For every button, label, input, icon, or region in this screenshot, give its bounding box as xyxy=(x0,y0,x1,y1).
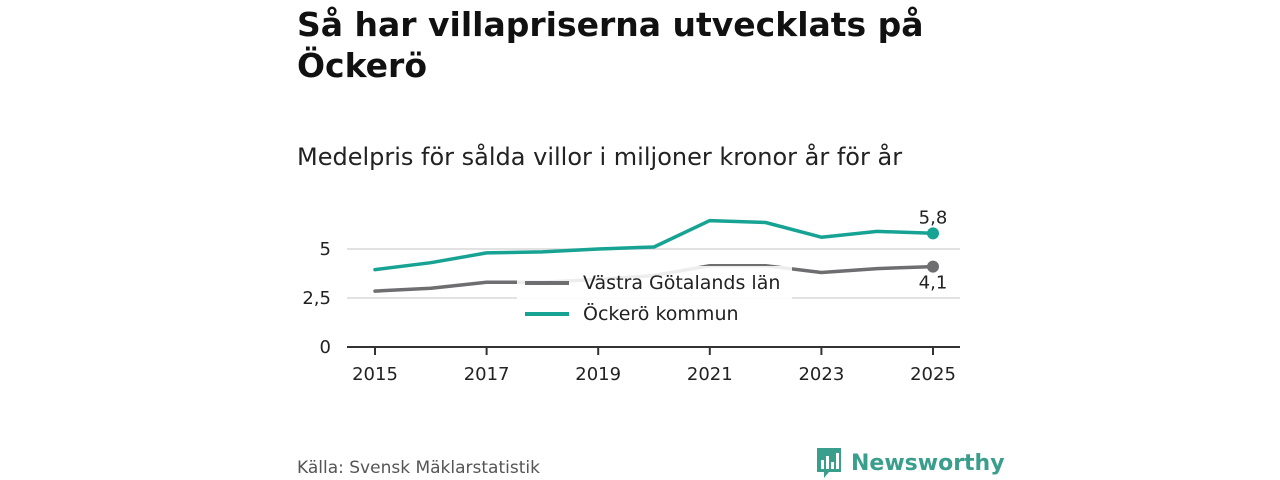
x-axis: 2015 2017 2019 2021 2023 2025 xyxy=(347,346,960,385)
y-tick-label: 0 xyxy=(320,337,331,358)
series-end-label: 5,8 xyxy=(919,207,948,228)
legend-item-vastra-gotaland: Västra Götalands län xyxy=(525,268,780,298)
legend-label-ockero: Öckerö kommun xyxy=(583,303,739,325)
brand-name: Newsworthy xyxy=(851,450,1005,476)
legend-item-ockero: Öckerö kommun xyxy=(525,299,739,329)
series-end-point xyxy=(927,260,939,273)
chart-legend: Västra Götalands län Öckerö kommun xyxy=(517,266,792,330)
source-note: Källa: Svensk Mäklarstatistik xyxy=(297,458,540,478)
x-tick-label: 2025 xyxy=(910,364,956,385)
bar-chart-speech-icon xyxy=(817,448,841,478)
y-tick-label: 2,5 xyxy=(302,288,331,309)
legend-swatch-ockero xyxy=(525,312,569,316)
series-end-points: 4,1 5,8 xyxy=(919,207,948,293)
x-tick-label: 2015 xyxy=(352,364,398,385)
y-axis-ticks: 02,55 xyxy=(302,239,331,358)
x-tick-label: 2019 xyxy=(575,364,621,385)
x-tick-label: 2023 xyxy=(798,364,844,385)
brand-logo[interactable]: Newsworthy xyxy=(815,446,1005,480)
chart-title: Så har villapriserna utvecklats på Öcker… xyxy=(297,5,924,85)
series-end-label: 4,1 xyxy=(919,273,948,294)
series-end-point xyxy=(927,227,939,240)
legend-swatch-vastra-gotaland xyxy=(525,281,569,285)
series-line xyxy=(373,218,935,272)
x-tick-label: 2021 xyxy=(687,364,733,385)
chart-subtitle: Medelpris för sålda villor i miljoner kr… xyxy=(297,143,903,171)
legend-label-vastra-gotaland: Västra Götalands län xyxy=(583,272,781,294)
x-tick-label: 2017 xyxy=(464,364,510,385)
y-tick-label: 5 xyxy=(320,239,331,260)
